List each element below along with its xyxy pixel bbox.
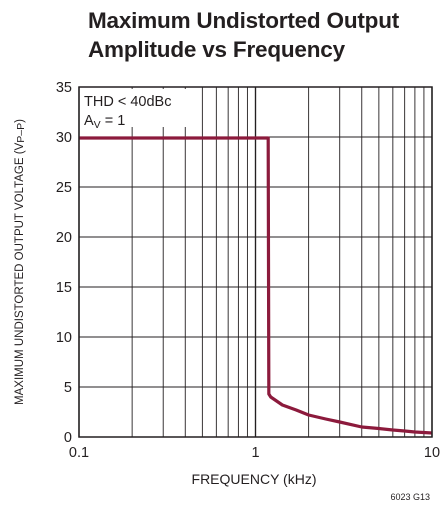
x-axis-label: FREQUENCY (kHz) xyxy=(192,471,317,487)
tick-labels: 0 5 10 15 20 25 30 35 0.1 1 10 xyxy=(56,80,440,461)
thd-annotation: THD < 40dBc xyxy=(84,94,171,110)
x-tick-label: 10 xyxy=(424,445,440,461)
chart-title-line-2: Amplitude vs Frequency xyxy=(88,37,345,62)
y-tick-label: 20 xyxy=(56,230,72,246)
x-tick-label: 0.1 xyxy=(69,445,89,461)
y-axis-label: MAXIMUM UNDISTORTED OUTPUT VOLTAGE (VP–P… xyxy=(14,119,27,405)
plot-frame xyxy=(78,86,433,438)
y-tick-label: 30 xyxy=(56,130,72,146)
series-line xyxy=(79,136,433,435)
figure-code: 6023 G13 xyxy=(390,492,430,502)
grid xyxy=(78,86,433,438)
y-tick-label: 0 xyxy=(64,430,72,446)
y-tick-label: 35 xyxy=(56,80,72,96)
annotation-box xyxy=(80,89,198,127)
chart-title: Maximum Undistorted Output Amplitude vs … xyxy=(88,6,428,64)
y-tick-label: 25 xyxy=(56,180,72,196)
gain-annotation: AV = 1 xyxy=(84,113,125,131)
x-tick-label: 1 xyxy=(251,445,259,461)
y-tick-label: 5 xyxy=(64,380,72,396)
chart-title-line-1: Maximum Undistorted Output xyxy=(88,8,400,33)
y-tick-label: 10 xyxy=(56,330,72,346)
y-tick-label: 15 xyxy=(56,280,72,296)
